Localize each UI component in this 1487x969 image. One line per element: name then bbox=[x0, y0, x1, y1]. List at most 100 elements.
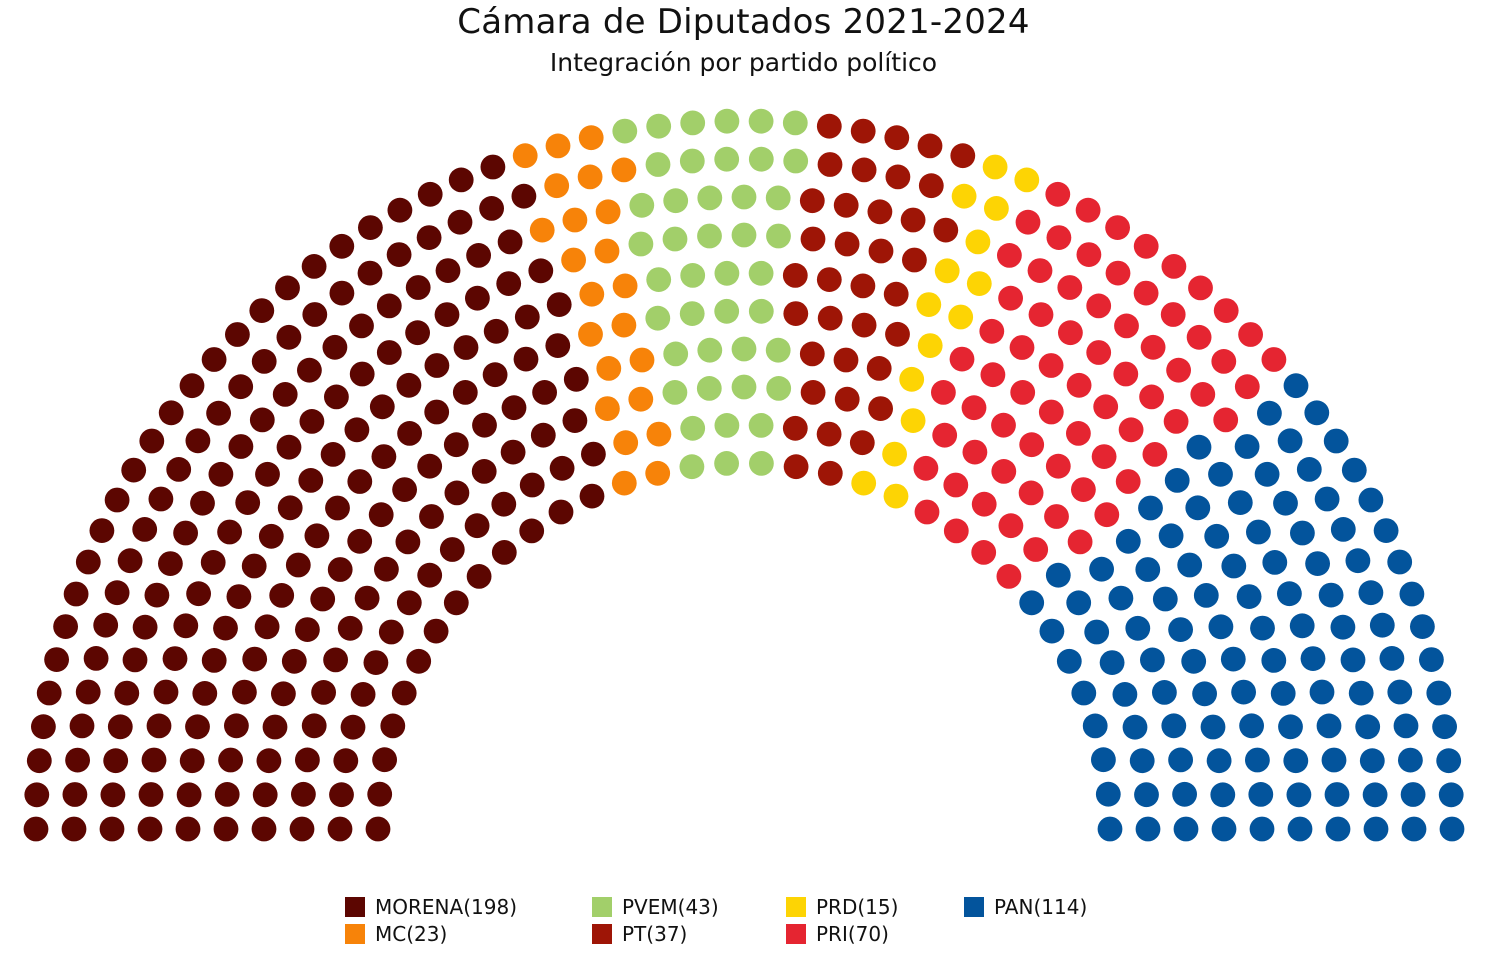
seat-pan bbox=[1181, 648, 1207, 674]
seat-morena bbox=[299, 409, 325, 434]
seat-pan bbox=[1231, 679, 1256, 705]
seat-morena bbox=[148, 486, 174, 512]
seat-pan bbox=[1286, 782, 1312, 808]
seat-morena bbox=[176, 782, 202, 808]
seat-morena bbox=[365, 816, 391, 842]
seat-morena bbox=[380, 713, 406, 739]
seat-morena bbox=[562, 408, 588, 433]
seat-pt bbox=[918, 173, 944, 199]
seat-morena bbox=[391, 680, 417, 706]
seat-morena bbox=[368, 502, 394, 528]
seat-morena bbox=[114, 680, 140, 706]
seat-morena bbox=[337, 615, 363, 641]
seat-morena bbox=[302, 302, 328, 327]
seat-morena bbox=[397, 421, 422, 446]
seat-pri bbox=[1066, 372, 1092, 398]
seat-pan bbox=[1208, 461, 1233, 487]
seat-pan bbox=[1206, 748, 1232, 774]
seat-pan bbox=[1398, 747, 1423, 773]
seat-pri bbox=[931, 380, 956, 405]
seat-mc bbox=[545, 133, 571, 159]
seat-pvem bbox=[679, 148, 705, 174]
seat-morena bbox=[26, 748, 52, 774]
seat-pan bbox=[1204, 523, 1230, 549]
seat-mc bbox=[578, 125, 604, 151]
seat-morena bbox=[405, 275, 431, 300]
seat-pri bbox=[1166, 357, 1191, 383]
seat-morena bbox=[491, 491, 517, 517]
seat-pt bbox=[885, 164, 911, 190]
seat-prd bbox=[1014, 167, 1040, 193]
seat-pvem bbox=[731, 336, 757, 362]
seat-pan bbox=[1173, 816, 1199, 842]
seat-morena bbox=[65, 747, 90, 773]
seat-pri bbox=[979, 318, 1005, 344]
seat-pvem bbox=[748, 413, 774, 438]
seat-morena bbox=[185, 714, 210, 740]
seat-morena bbox=[358, 215, 383, 241]
seat-pri bbox=[1261, 347, 1287, 372]
seat-pan bbox=[1071, 680, 1097, 706]
seat-pt bbox=[782, 415, 808, 441]
seat-pan bbox=[1358, 487, 1384, 513]
seat-morena bbox=[218, 747, 244, 773]
seat-morena bbox=[173, 613, 199, 639]
seat-pan bbox=[1168, 747, 1193, 773]
legend-count-mc: 23 bbox=[406, 922, 447, 946]
seat-pan bbox=[1373, 518, 1399, 543]
seat-morena bbox=[528, 258, 554, 284]
seat-pri bbox=[1086, 340, 1112, 365]
seat-morena bbox=[61, 816, 87, 842]
seat-morena bbox=[511, 183, 537, 209]
seat-pan bbox=[1249, 816, 1275, 842]
seat-mc bbox=[544, 173, 570, 199]
seat-pt bbox=[883, 281, 909, 307]
seat-morena bbox=[254, 614, 280, 640]
seat-morena bbox=[530, 422, 556, 448]
seat-morena bbox=[297, 357, 322, 383]
seat-morena bbox=[513, 346, 539, 372]
seat-morena bbox=[63, 581, 89, 607]
seat-pri bbox=[943, 472, 969, 498]
seat-morena bbox=[532, 380, 557, 405]
seat-morena bbox=[255, 461, 280, 487]
seat-pvem bbox=[748, 146, 774, 172]
seat-pri bbox=[1238, 322, 1263, 347]
seat-mc bbox=[613, 430, 639, 456]
seat-morena bbox=[224, 713, 249, 739]
seat-pvem bbox=[748, 298, 774, 324]
seat-pan bbox=[1432, 714, 1457, 740]
seat-pan bbox=[1140, 647, 1165, 673]
seat-pri bbox=[1161, 254, 1187, 279]
seat-morena bbox=[447, 209, 473, 235]
seat-pan bbox=[1324, 782, 1350, 807]
seat-morena bbox=[206, 400, 232, 426]
seat-prd bbox=[948, 304, 974, 330]
seat-pan bbox=[1300, 646, 1326, 671]
seat-pri bbox=[1066, 421, 1091, 446]
seat-morena bbox=[329, 280, 355, 306]
seat-morena bbox=[327, 557, 353, 582]
seat-pvem bbox=[697, 223, 722, 249]
seat-pri bbox=[1190, 382, 1216, 407]
seat-mc bbox=[645, 460, 671, 486]
seat-morena bbox=[354, 585, 380, 611]
seat-morena bbox=[232, 679, 257, 705]
seat-pan bbox=[1122, 714, 1148, 740]
seat-morena bbox=[285, 552, 311, 578]
seat-morena bbox=[269, 583, 295, 608]
seat-pan bbox=[1066, 590, 1092, 616]
legend-swatch-pan bbox=[964, 897, 984, 917]
legend-label-morena: MORENA bbox=[375, 895, 464, 919]
seat-pan bbox=[1387, 679, 1413, 705]
seat-morena bbox=[423, 618, 449, 644]
seat-pan bbox=[1309, 679, 1335, 705]
seat-morena bbox=[235, 490, 261, 515]
seat-morena bbox=[482, 362, 508, 388]
seat-morena bbox=[104, 580, 130, 606]
seat-morena bbox=[276, 324, 302, 350]
seat-pvem bbox=[782, 110, 808, 136]
seat-morena bbox=[396, 372, 422, 398]
seat-prd bbox=[899, 366, 925, 392]
seat-morena bbox=[464, 513, 490, 539]
